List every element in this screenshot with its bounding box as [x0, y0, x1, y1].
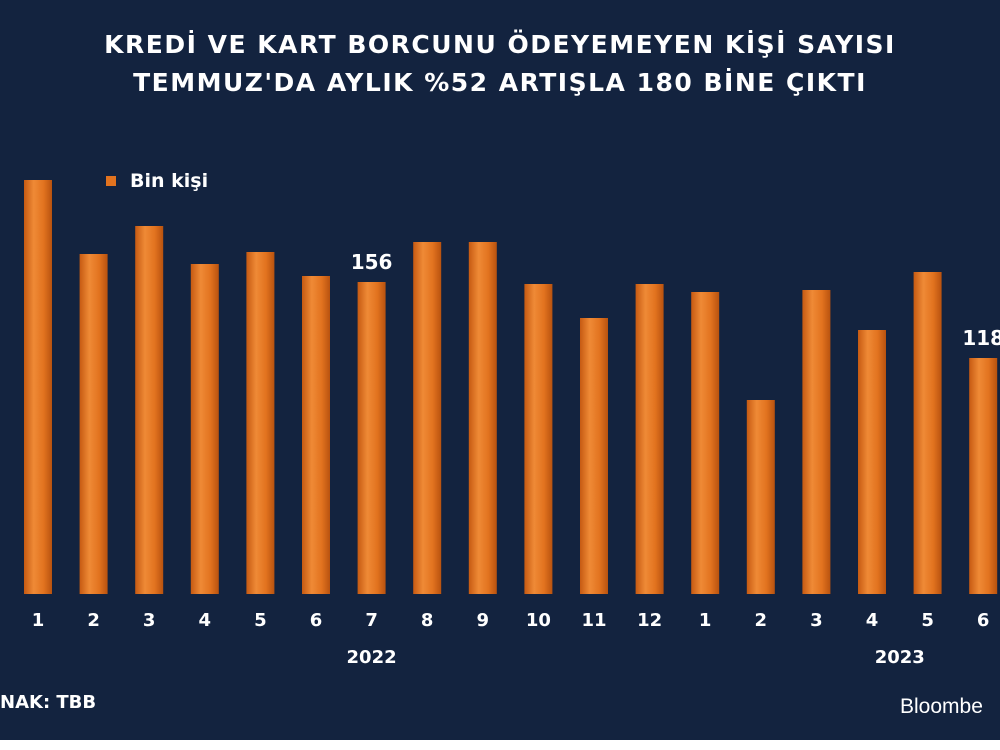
legend-label: Bin kişi	[130, 170, 209, 192]
x-tick-label: 11	[581, 610, 606, 631]
bar-13	[691, 292, 720, 594]
x-tick-label: 9	[477, 610, 490, 631]
year-label: 2023	[875, 647, 925, 668]
x-tick-label: 6	[310, 610, 323, 631]
data-labels: 156 118	[351, 250, 1000, 350]
bars-layer	[24, 180, 998, 594]
x-tick-label: 3	[810, 610, 823, 631]
bar-3	[135, 226, 164, 594]
bar-8	[413, 242, 442, 594]
bar-7	[357, 282, 386, 594]
x-tick-label: 10	[526, 610, 551, 631]
chart-title: KREDİ VE KART BORCUNU ÖDEYEMEYEN KİŞİ SA…	[0, 26, 1000, 102]
bar-9	[468, 242, 497, 594]
legend-swatch	[106, 176, 116, 186]
x-tick-label: 7	[365, 610, 378, 631]
bar-17	[913, 272, 942, 594]
bar-5	[246, 252, 275, 594]
bar-1	[24, 180, 52, 594]
x-tick-label: 12	[637, 610, 662, 631]
x-tick-label: 2	[755, 610, 768, 631]
bar-6	[302, 276, 330, 594]
x-tick-label: 3	[143, 610, 156, 631]
bar-4	[190, 264, 219, 594]
bar-2	[79, 254, 108, 594]
x-tick-label: 2	[87, 610, 100, 631]
year-label: 2022	[347, 647, 397, 668]
x-tick-labels: 1 2 3 4 5 6 7 8 9 10 11 12 1 2 3 4 5 6	[32, 610, 990, 631]
bar-16	[858, 330, 886, 594]
x-tick-label: 4	[866, 610, 879, 631]
x-tick-label: 8	[421, 610, 434, 631]
bar-10	[524, 284, 553, 594]
x-tick-label: 1	[699, 610, 712, 631]
bar-12	[635, 284, 664, 594]
title-line-1: KREDİ VE KART BORCUNU ÖDEYEMEYEN KİŞİ SA…	[104, 30, 896, 59]
bar-11	[580, 318, 608, 594]
x-tick-label: 6	[977, 610, 990, 631]
legend: Bin kişi	[106, 170, 208, 192]
brand-logo-text: Bloombe	[900, 695, 983, 718]
bar-18	[969, 358, 998, 594]
bar-15	[802, 290, 831, 594]
title-line-2: TEMMUZ'DA AYLIK %52 ARTIŞLA 180 BİNE ÇIK…	[133, 68, 867, 97]
x-tick-label: 5	[921, 610, 934, 631]
year-labels: 2022 2023	[347, 647, 925, 668]
source-label: NAK: TBB	[0, 692, 97, 713]
data-label: 118	[962, 326, 1000, 350]
data-label: 156	[351, 250, 393, 274]
x-tick-label: 5	[254, 610, 267, 631]
x-tick-label: 1	[32, 610, 45, 631]
bar-14	[746, 400, 775, 594]
x-tick-label: 4	[199, 610, 212, 631]
